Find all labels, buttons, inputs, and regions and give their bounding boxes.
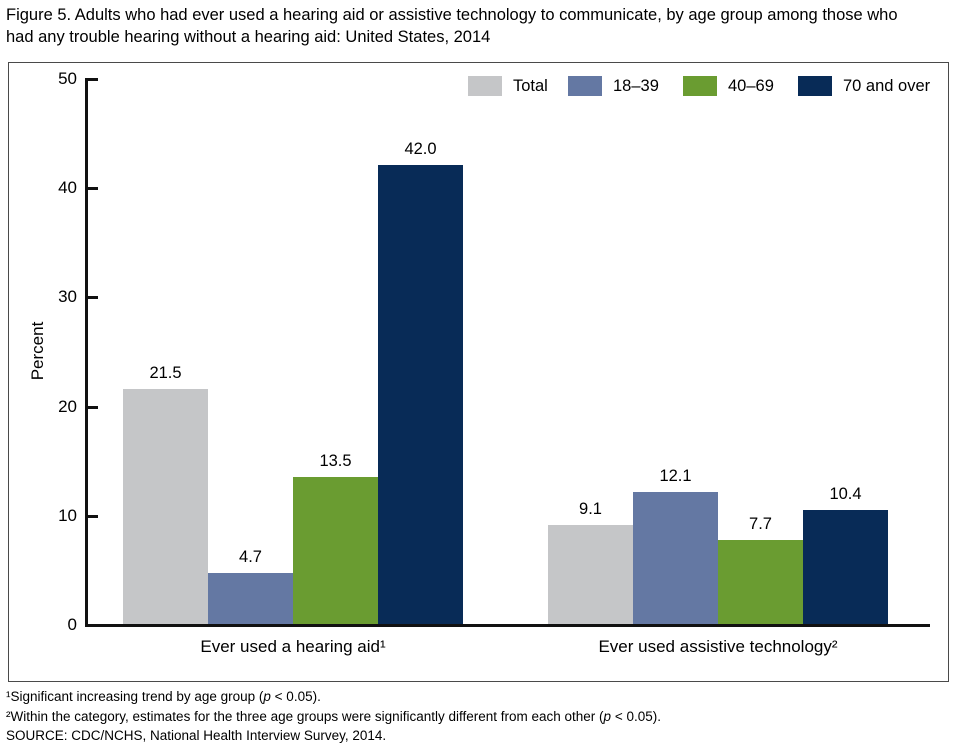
y-tick-label: 0 — [67, 615, 77, 634]
y-tick-label: 10 — [58, 505, 77, 525]
legend-item-total: Total — [468, 76, 548, 96]
bar-value-label: 12.1 — [659, 467, 692, 485]
x-category-label: Ever used assistive technology² — [598, 637, 838, 656]
y-tick-label: 20 — [58, 396, 77, 416]
bar-value-label: 13.5 — [319, 452, 352, 470]
footnote-2: ²Within the category, estimates for the … — [6, 708, 661, 724]
legend-swatch — [683, 76, 717, 96]
x-axis — [85, 624, 930, 627]
legend-swatch — [568, 76, 602, 96]
bar-18–39 — [208, 573, 293, 624]
bar-70-and-over — [378, 165, 463, 624]
source-note: SOURCE: CDC/NCHS, National Health Interv… — [6, 728, 387, 743]
y-tick — [88, 405, 98, 409]
y-tick-label: 50 — [58, 69, 77, 88]
bar-value-label: 7.7 — [749, 515, 772, 533]
bar-value-label: 42.0 — [404, 140, 437, 158]
y-axis-title: Percent — [28, 321, 47, 381]
footnotes: ¹Significant increasing trend by age gro… — [6, 687, 946, 746]
y-tick — [88, 78, 98, 81]
legend-swatch — [798, 76, 832, 96]
bar-18–39 — [633, 492, 718, 624]
bar-40–69 — [718, 540, 803, 624]
legend-item-70-and-over: 70 and over — [798, 76, 930, 96]
bar-70-and-over — [803, 510, 888, 624]
y-tick — [88, 296, 98, 300]
y-tick-label: 30 — [58, 287, 77, 307]
figure-title: Figure 5. Adults who had ever used a hea… — [6, 6, 898, 46]
y-tick — [88, 514, 98, 518]
bar-40–69 — [293, 477, 378, 624]
x-category-label: Ever used a hearing aid¹ — [200, 637, 386, 656]
legend-label: 70 and over — [843, 76, 931, 95]
bar-value-label: 9.1 — [579, 500, 602, 518]
y-tick — [88, 187, 98, 191]
legend-label: Total — [513, 76, 548, 95]
y-tick-label: 40 — [58, 178, 77, 198]
legend-item-40–69: 40–69 — [683, 76, 774, 96]
bar-value-label: 4.7 — [239, 548, 262, 566]
bar-total — [548, 525, 633, 624]
chart-plot-area: 0 10 20 30 40 50 Percent 21.5 4.7 13.5 42.0 Ever us… — [8, 62, 949, 682]
footnote-1: ¹Significant increasing trend by age gro… — [6, 689, 321, 704]
bar-value-label: 21.5 — [149, 364, 182, 382]
legend-swatch — [468, 76, 502, 96]
legend-label: 18–39 — [613, 76, 659, 95]
legend-label: 40–69 — [728, 76, 774, 95]
bar-value-label: 10.4 — [829, 485, 862, 503]
bar-total — [123, 389, 208, 624]
y-axis — [85, 78, 88, 627]
legend-item-18–39: 18–39 — [568, 76, 659, 96]
